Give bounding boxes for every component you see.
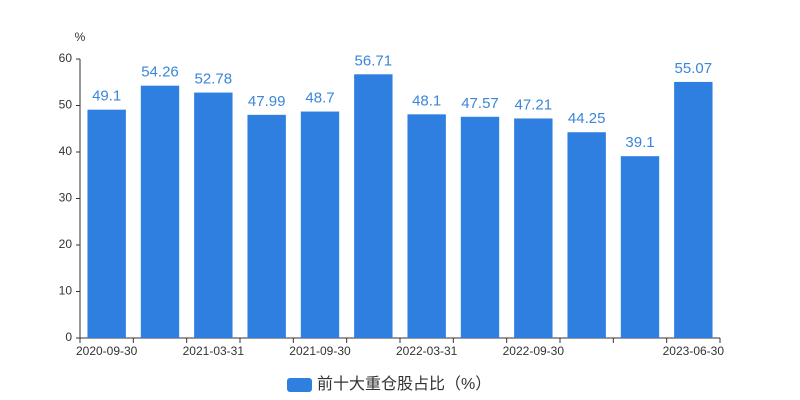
x-tick-label: 2022-09-30 xyxy=(503,344,565,358)
value-label: 52.78 xyxy=(195,71,233,88)
y-tick-label: 20 xyxy=(59,237,73,251)
bar xyxy=(674,81,713,338)
value-label: 48.7 xyxy=(305,90,334,107)
y-tick-label: 10 xyxy=(59,284,73,298)
y-tick-label: 30 xyxy=(59,191,73,205)
value-label: 49.1 xyxy=(92,88,121,105)
value-label: 55.07 xyxy=(675,60,713,77)
y-tick-label: 40 xyxy=(59,144,73,158)
bar xyxy=(354,74,393,339)
y-tick-label: 50 xyxy=(59,98,73,112)
x-tick-label: 2022-03-31 xyxy=(396,344,458,358)
bar xyxy=(194,92,233,338)
bar xyxy=(567,132,606,338)
x-tick-label: 2021-03-31 xyxy=(183,344,245,358)
x-tick-label: 2023-06-30 xyxy=(663,344,725,358)
value-label: 54.26 xyxy=(141,64,179,81)
value-label: 48.1 xyxy=(412,92,441,109)
x-tick-label: 2020-09-30 xyxy=(76,344,138,358)
legend-swatch xyxy=(287,378,312,392)
y-tick-label: 60 xyxy=(59,51,73,65)
bar xyxy=(460,116,500,338)
value-label: 47.99 xyxy=(248,93,286,110)
value-label: 44.25 xyxy=(568,110,606,127)
bar xyxy=(87,109,126,338)
y-tick-label: 0 xyxy=(65,330,72,344)
value-label: 56.71 xyxy=(355,52,393,69)
value-label: 47.21 xyxy=(515,96,553,113)
bar xyxy=(247,114,286,338)
value-label: 47.57 xyxy=(461,95,499,112)
value-label: 39.1 xyxy=(625,134,654,151)
bar xyxy=(300,111,340,338)
bar xyxy=(407,114,446,339)
bar xyxy=(514,118,553,338)
x-tick-label: 2021-09-30 xyxy=(289,344,351,358)
bar xyxy=(620,156,660,338)
y-axis-label: % xyxy=(75,30,86,44)
bar xyxy=(140,85,180,338)
legend-label: 前十大重仓股占比（%） xyxy=(317,375,491,393)
